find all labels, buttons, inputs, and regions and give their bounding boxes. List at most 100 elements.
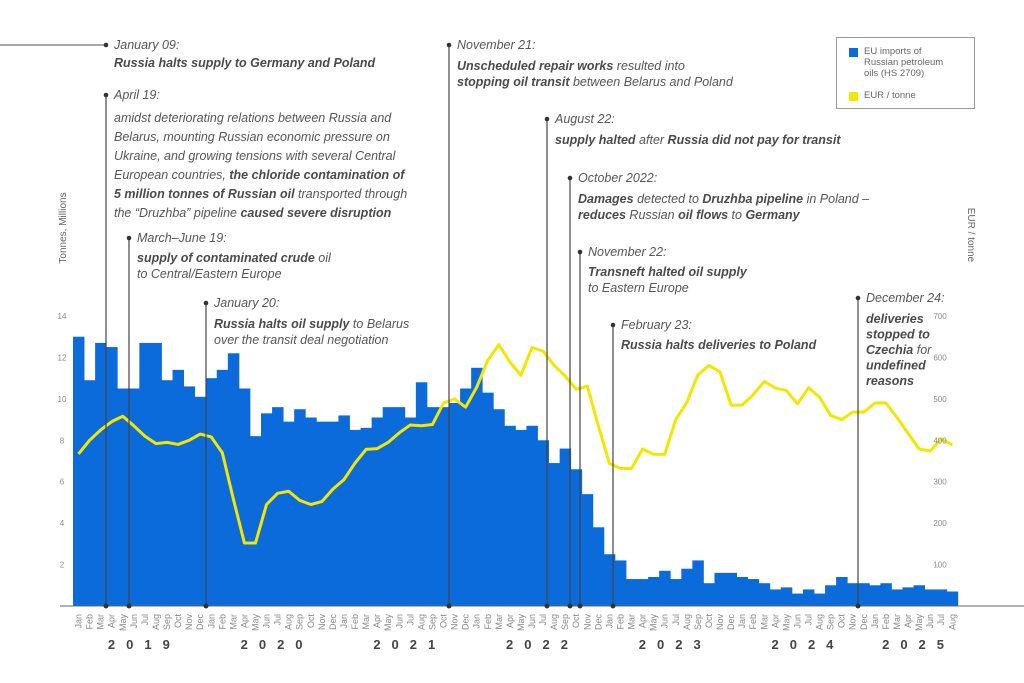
y-left-tick-label: 12 bbox=[58, 353, 67, 362]
bar bbox=[305, 417, 317, 606]
y-left-tick-label: 4 bbox=[60, 519, 65, 528]
bar bbox=[504, 425, 516, 606]
annotation-text-line: Belarus, mounting Russian economic press… bbox=[114, 130, 390, 144]
annotation-bold-text: reasons bbox=[866, 374, 914, 388]
bar bbox=[161, 380, 173, 606]
annotation-text-line: Transneft halted oil supply bbox=[588, 265, 748, 279]
x-year-label: 2025 bbox=[882, 637, 955, 652]
x-month-label: Jan bbox=[472, 614, 482, 629]
annotation: November 21: Unscheduled repair works res… bbox=[446, 38, 734, 609]
x-month-label: Feb bbox=[615, 614, 625, 630]
x-month-label: Jun bbox=[660, 614, 670, 629]
bar bbox=[858, 583, 870, 606]
annotation: October 2022: Damages detected to Druzhba… bbox=[567, 171, 870, 609]
x-month-label: Apr bbox=[107, 614, 117, 628]
bar bbox=[780, 587, 793, 606]
bar bbox=[935, 589, 948, 606]
x-month-label: Feb bbox=[483, 614, 493, 630]
bar bbox=[150, 342, 162, 606]
y-left-tick-label: 10 bbox=[58, 395, 67, 404]
annotation-dot bbox=[103, 42, 109, 48]
legend-item-imports: EU imports of Russian petroleum oils (HS… bbox=[849, 46, 943, 79]
bar bbox=[548, 463, 561, 606]
annotation-dot bbox=[446, 42, 452, 48]
annotation-date: November 21: bbox=[457, 38, 536, 52]
annotation-text-line: over the transit deal negotiation bbox=[214, 333, 388, 347]
x-month-label: Sep bbox=[693, 614, 703, 630]
bar bbox=[493, 409, 505, 606]
bar bbox=[216, 369, 229, 606]
annotation-end-dot bbox=[544, 603, 550, 609]
annotation-text-line: to Eastern Europe bbox=[588, 281, 689, 295]
bar bbox=[670, 579, 682, 606]
x-month-label: Feb bbox=[217, 614, 227, 630]
annotation-text: resulted into bbox=[613, 59, 685, 73]
x-year-label: 2021 bbox=[373, 637, 446, 652]
x-month-label: Mar bbox=[96, 614, 106, 630]
annotation-dot bbox=[610, 322, 616, 328]
annotation-text-line: supply of contaminated crude oil bbox=[137, 251, 332, 265]
bar bbox=[891, 589, 903, 606]
annotation-dot bbox=[203, 300, 209, 306]
bar bbox=[714, 572, 726, 606]
annotation-date: November 22: bbox=[588, 245, 667, 259]
x-month-label: Nov bbox=[184, 614, 194, 631]
annotation-bold-text: stopping oil transit bbox=[457, 75, 570, 89]
x-month-label: Feb bbox=[85, 614, 95, 630]
bar bbox=[117, 388, 129, 606]
annotation-text: transported through bbox=[295, 187, 408, 201]
x-month-label: May bbox=[914, 614, 924, 632]
bar bbox=[449, 403, 461, 606]
annotation-bold-text: Transneft halted oil supply bbox=[588, 265, 748, 279]
x-year-label: 2023 bbox=[639, 637, 712, 652]
annotation-end-dot bbox=[103, 603, 109, 609]
x-month-label: Jul bbox=[273, 614, 283, 626]
annotation-text-line: the “Druzhba” pipeline caused severe dis… bbox=[114, 206, 392, 220]
bar bbox=[426, 407, 439, 606]
bar bbox=[603, 554, 616, 606]
x-month-label: May bbox=[516, 614, 526, 632]
x-month-label: Jun bbox=[925, 614, 935, 629]
bar bbox=[272, 407, 284, 606]
annotation-text-line: Russia halts deliveries to Poland bbox=[621, 338, 817, 352]
legend: EU imports of Russian petroleum oils (HS… bbox=[836, 37, 975, 109]
annotation-end-dot bbox=[567, 603, 573, 609]
annotation-bold-text: Druzhba pipeline bbox=[702, 192, 803, 206]
annotation: August 22: supply halted after Russia did… bbox=[544, 112, 841, 609]
annotation-date: April 19: bbox=[113, 88, 160, 102]
bar bbox=[659, 570, 671, 606]
annotation-text: between Belarus and Poland bbox=[570, 75, 734, 89]
x-month-label: Jan bbox=[206, 614, 216, 629]
annotation-text-line: stopped to bbox=[866, 328, 930, 342]
annotation-text: Ukraine, and growing tensions with sever… bbox=[114, 149, 397, 163]
x-month-label: Jul bbox=[936, 614, 946, 626]
bar bbox=[736, 577, 749, 606]
y-right-tick-label: 300 bbox=[933, 478, 947, 487]
annotation-text-line: Unscheduled repair works resulted into bbox=[457, 59, 685, 73]
bar bbox=[415, 382, 428, 606]
annotation-text-line: 5 million tonnes of Russian oil transpor… bbox=[114, 187, 407, 201]
x-month-label: Jun bbox=[129, 614, 139, 629]
x-month-label: Mar bbox=[494, 614, 504, 630]
annotation-date: August 22: bbox=[554, 112, 615, 126]
bar bbox=[404, 417, 417, 606]
annotation-bold-text: undefined bbox=[866, 359, 926, 373]
bar bbox=[73, 336, 85, 606]
x-month-label: Oct bbox=[837, 614, 847, 629]
bar bbox=[482, 392, 494, 606]
annotation-text: detected to bbox=[634, 192, 703, 206]
annotation-bold-text: Germany bbox=[745, 208, 800, 222]
x-month-label: Dec bbox=[195, 614, 205, 631]
x-year-label: 2019 bbox=[108, 637, 181, 652]
legend-label: EUR / tonne bbox=[864, 90, 916, 101]
x-month-label: Sep bbox=[560, 614, 570, 630]
annotation-dot bbox=[544, 116, 550, 122]
annotation-text-line: Ukraine, and growing tensions with sever… bbox=[114, 149, 397, 163]
annotation-text-line: stopping oil transit between Belarus and… bbox=[457, 75, 734, 89]
bar bbox=[648, 577, 660, 606]
bar bbox=[570, 469, 583, 606]
bar bbox=[227, 353, 240, 606]
x-month-label: Sep bbox=[427, 614, 437, 630]
x-month-label: Aug bbox=[284, 614, 294, 630]
bar bbox=[460, 388, 472, 606]
